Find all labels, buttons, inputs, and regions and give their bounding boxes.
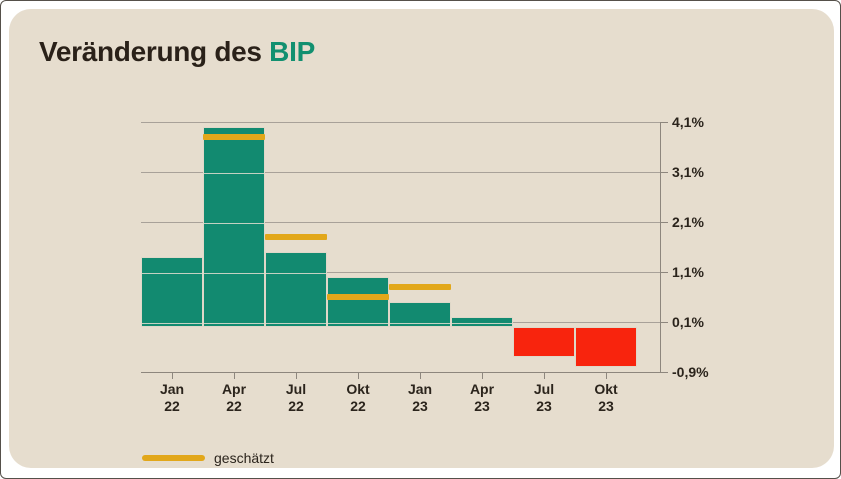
x-tick-label: Jan 23	[407, 381, 433, 414]
x-axis-tick	[544, 373, 545, 379]
x-axis-tick	[420, 373, 421, 379]
grid-line-over-bar	[390, 323, 450, 324]
bar	[513, 327, 575, 357]
bar	[203, 127, 265, 327]
grid-line-over-bar	[266, 323, 326, 324]
x-tick-label: Jul 22	[285, 381, 307, 414]
estimate-line	[203, 134, 265, 140]
estimate-line-swatch	[142, 455, 205, 461]
grid-line-over-bar	[204, 323, 264, 324]
x-tick-label: Apr 22	[221, 381, 247, 414]
grid-line-over-bar	[142, 323, 202, 324]
y-axis-tick	[660, 272, 668, 273]
y-tick-label: 0,1%	[672, 314, 704, 330]
y-tick-label: -0,9%	[672, 364, 709, 380]
estimate-line	[265, 234, 327, 240]
y-tick-label: 3,1%	[672, 164, 704, 180]
bar	[575, 327, 637, 367]
x-tick-label: Jan 22	[159, 381, 185, 414]
grid-line	[141, 222, 660, 223]
x-axis-tick	[482, 373, 483, 379]
chart-legend: geschätzt	[142, 450, 274, 466]
grid-line-over-bar	[266, 273, 326, 274]
y-axis-tick	[660, 172, 668, 173]
y-axis-tick	[660, 222, 668, 223]
grid-line-over-bar	[204, 223, 264, 224]
estimate-line	[327, 294, 389, 300]
y-axis-tick	[660, 322, 668, 323]
x-tick-label: Okt 22	[346, 381, 370, 414]
x-tick-label: Okt 23	[594, 381, 618, 414]
y-axis-line	[660, 122, 661, 373]
y-tick-label: 4,1%	[672, 114, 704, 130]
y-tick-label: 2,1%	[672, 214, 704, 230]
chart-title: Veränderung des BIP	[39, 36, 315, 68]
x-axis-tick	[172, 373, 173, 379]
bar	[451, 317, 513, 327]
grid-line	[141, 122, 660, 123]
grid-line-over-bar	[328, 323, 388, 324]
grid-line-over-bar	[204, 173, 264, 174]
y-tick-label: 1,1%	[672, 264, 704, 280]
grid-line	[141, 272, 660, 273]
estimate-line	[389, 284, 451, 290]
chart-title-text: Veränderung des	[39, 36, 270, 67]
x-axis-tick	[296, 373, 297, 379]
x-axis-tick	[358, 373, 359, 379]
bar-chart-plot: 4,1% 3,1% 2,1% 1,1% 0,1% -0,9% Jan 22 Apr 22 Jul…	[141, 114, 709, 414]
x-tick-label: Apr 23	[469, 381, 495, 414]
bar	[265, 252, 327, 327]
chart-title-highlight: BIP	[269, 36, 315, 67]
chart-card: Veränderung des BIP 4,1% 3,1% 2,1% 1,1% 0,1%…	[9, 9, 834, 468]
bar	[141, 257, 203, 327]
x-axis-line	[141, 372, 661, 373]
legend-label: geschätzt	[214, 450, 274, 466]
grid-line-over-bar	[204, 273, 264, 274]
bar	[327, 277, 389, 327]
x-axis-tick	[606, 373, 607, 379]
x-tick-label: Jul 23	[533, 381, 555, 414]
x-axis-tick	[234, 373, 235, 379]
grid-line-over-bar	[452, 323, 512, 324]
y-axis-tick	[660, 122, 668, 123]
bar	[389, 302, 451, 327]
grid-line	[141, 172, 660, 173]
grid-line-over-bar	[142, 273, 202, 274]
y-axis-tick	[660, 372, 668, 373]
